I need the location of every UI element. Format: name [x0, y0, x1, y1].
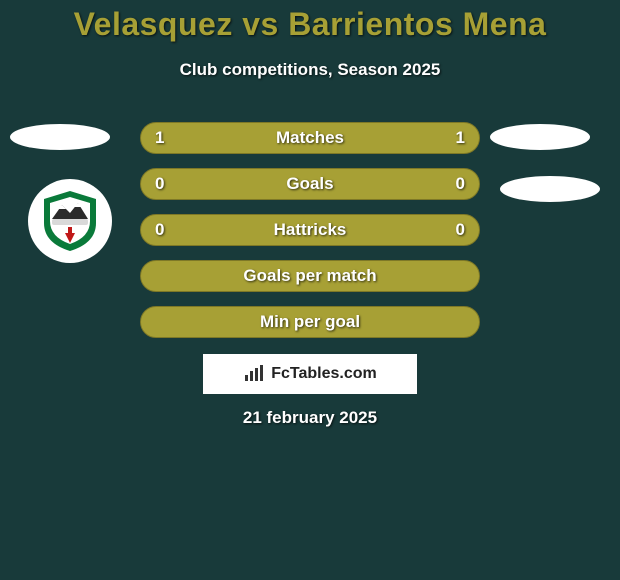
left-club-badge	[28, 179, 112, 263]
left-avatar-placeholder	[10, 124, 110, 150]
stat-value-right: 0	[456, 174, 465, 194]
right-avatar-placeholder	[490, 124, 590, 150]
club-crest-icon	[38, 189, 102, 253]
date-text: 21 february 2025	[0, 408, 620, 428]
brand-attribution: FcTables.com	[203, 354, 417, 394]
infographic-canvas: Velasquez vs Barrientos Mena Club compet…	[0, 0, 620, 580]
stat-label: Min per goal	[260, 312, 360, 332]
stat-row: Goals per match	[140, 260, 480, 292]
stat-label: Matches	[276, 128, 344, 148]
stat-row: Min per goal	[140, 306, 480, 338]
stat-value-right: 1	[456, 128, 465, 148]
stat-row: Goals 0 0	[140, 168, 480, 200]
stat-value-left: 0	[155, 174, 164, 194]
stat-value-right: 0	[456, 220, 465, 240]
brand-text: FcTables.com	[271, 365, 377, 383]
stat-row: Matches 1 1	[140, 122, 480, 154]
stat-label: Hattricks	[274, 220, 347, 240]
stat-label: Goals	[286, 174, 333, 194]
stat-value-left: 0	[155, 220, 164, 240]
right-club-placeholder	[500, 176, 600, 202]
page-title: Velasquez vs Barrientos Mena	[0, 6, 620, 43]
stat-label: Goals per match	[243, 266, 376, 286]
bar-chart-icon	[243, 365, 265, 383]
stat-value-left: 1	[155, 128, 164, 148]
subtitle: Club competitions, Season 2025	[0, 60, 620, 80]
stat-row: Hattricks 0 0	[140, 214, 480, 246]
